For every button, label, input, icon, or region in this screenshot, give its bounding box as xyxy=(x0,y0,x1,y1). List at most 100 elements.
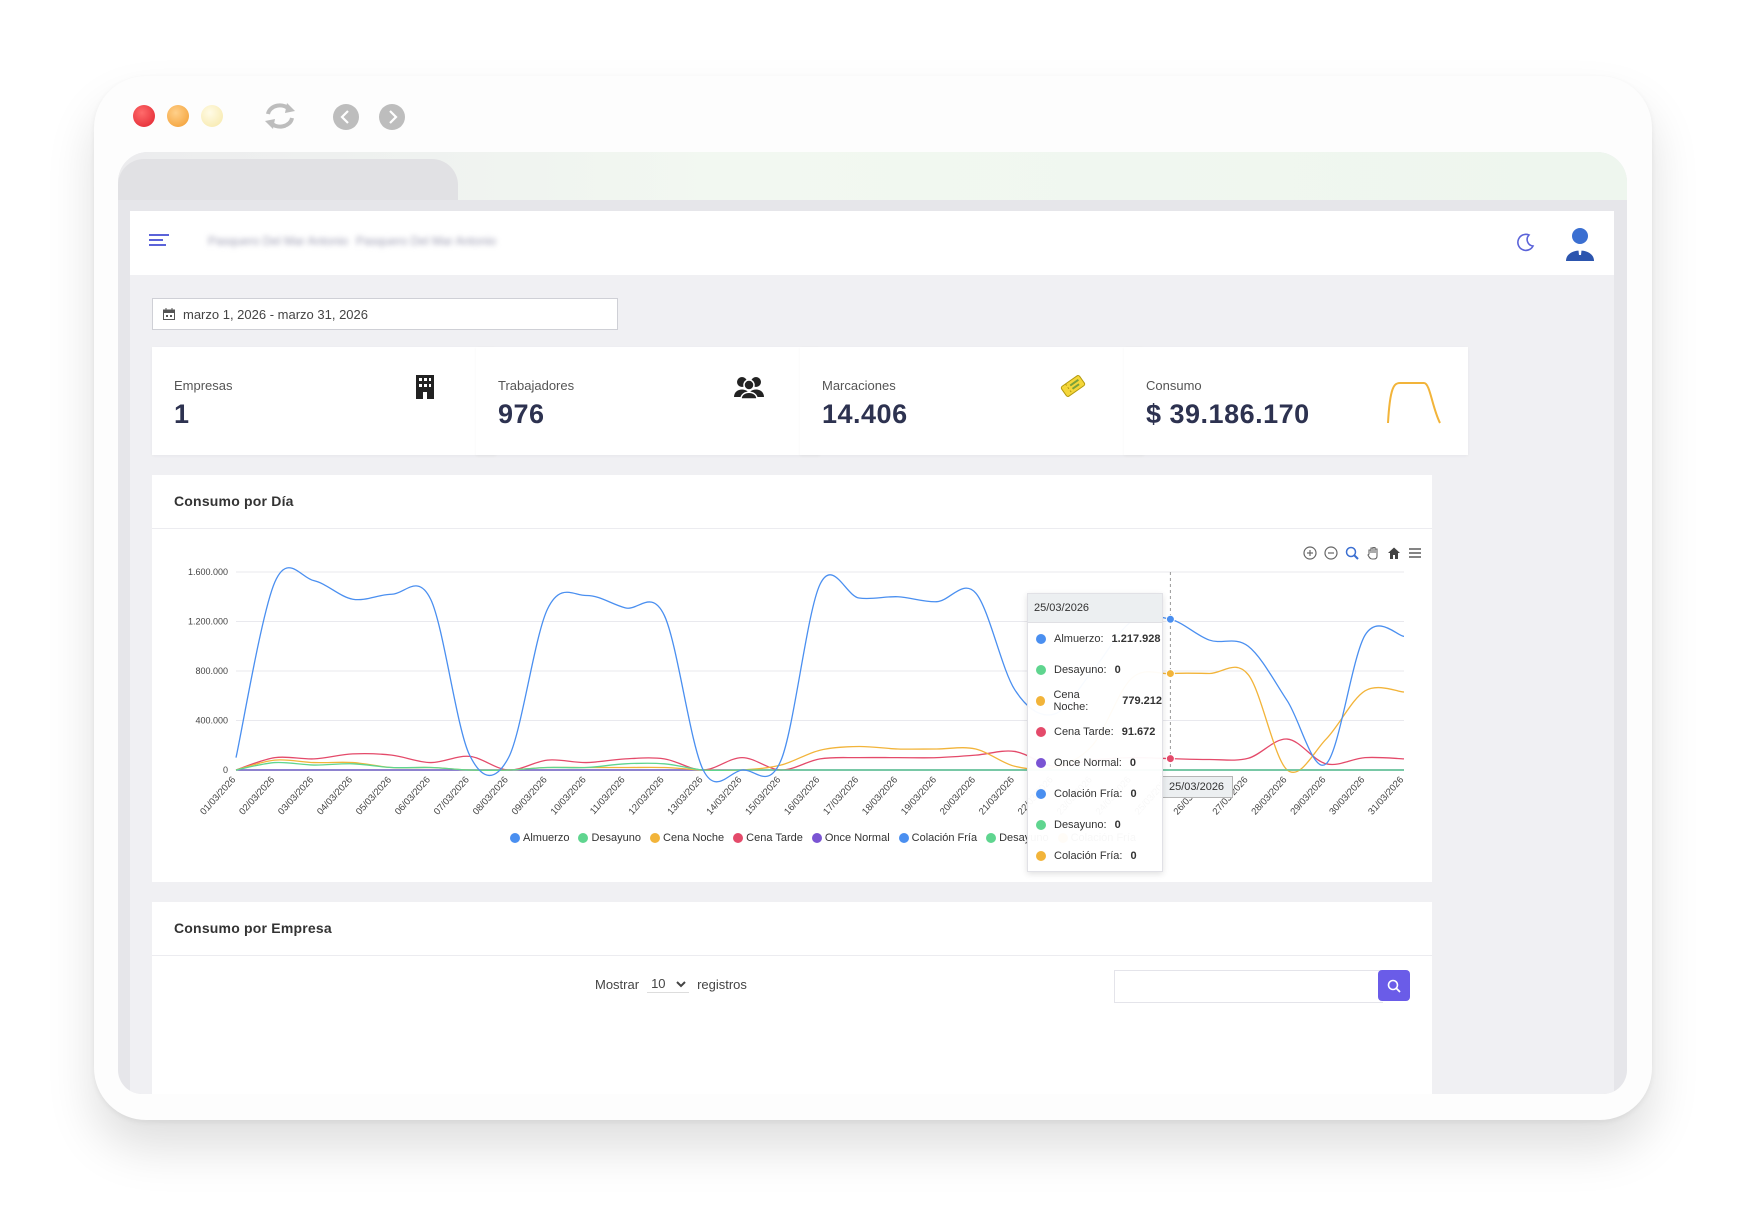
stat-label: Empresas xyxy=(174,378,233,393)
hamburger-menu-icon[interactable] xyxy=(149,234,169,250)
tooltip-series-value: 91.672 xyxy=(1121,725,1156,738)
x-tick-label: 01/03/2026 xyxy=(198,775,238,818)
series-line xyxy=(235,567,1405,783)
zoom-selection-icon[interactable] xyxy=(1343,544,1360,561)
x-tick-label: 30/03/2026 xyxy=(1327,775,1367,818)
hover-point xyxy=(1165,614,1175,624)
chart-panel-title: Consumo por Día xyxy=(174,493,294,509)
legend-label: Desayuno xyxy=(591,832,642,844)
y-tick-label: 0 xyxy=(223,765,228,775)
tooltip-series-marker xyxy=(1036,664,1046,675)
legend-item[interactable]: Colación Fría xyxy=(898,832,978,844)
legend-item[interactable]: Cena Tarde xyxy=(733,832,803,844)
date-range-value: marzo 1, 2026 - marzo 31, 2026 xyxy=(183,306,368,322)
x-tick-label: 20/03/2026 xyxy=(938,775,978,818)
records-label: registros xyxy=(697,976,747,992)
breadcrumb-branch[interactable]: Pasquero Del Mar Antonio xyxy=(356,234,497,248)
legend-item[interactable]: Almuerzo xyxy=(510,832,569,844)
x-tick-label: 07/03/2026 xyxy=(432,775,472,818)
table-panel-title: Consumo por Empresa xyxy=(174,920,332,936)
stat-value: 976 xyxy=(498,399,545,429)
legend-marker xyxy=(986,833,997,843)
table-search-input[interactable] xyxy=(1114,970,1383,1003)
legend-marker xyxy=(898,833,909,843)
minimize-window-dot[interactable] xyxy=(167,105,189,127)
page-size-control: Mostrar 10 registros xyxy=(595,975,747,993)
x-tick-label: 05/03/2026 xyxy=(354,775,394,818)
tooltip-series-value: 0 xyxy=(1130,787,1137,800)
date-range-picker[interactable]: marzo 1, 2026 - marzo 31, 2026 xyxy=(152,298,618,330)
tooltip-row: Colación Fría: 0 xyxy=(1028,778,1162,809)
tooltip-series-marker xyxy=(1036,695,1046,706)
chart-menu-icon[interactable] xyxy=(1406,544,1423,561)
consumption-sparkline xyxy=(1387,382,1441,424)
series-line xyxy=(235,666,1405,773)
tooltip-series-label: Colación Fría: xyxy=(1054,787,1123,800)
legend-item[interactable]: Once Normal xyxy=(811,832,890,844)
x-tick-label: 03/03/2026 xyxy=(276,775,316,818)
refresh-icon[interactable] xyxy=(262,99,298,133)
ticket-icon xyxy=(1060,375,1086,397)
tooltip-row: Desayuno: 0 xyxy=(1028,654,1162,685)
legend-marker xyxy=(650,833,661,843)
x-tick-label: 13/03/2026 xyxy=(665,775,705,818)
x-tick-label: 08/03/2026 xyxy=(471,775,511,818)
x-tick-label: 29/03/2026 xyxy=(1288,775,1328,818)
tooltip-series-value: 0 xyxy=(1129,756,1136,769)
stat-value: 1 xyxy=(174,399,190,429)
building-icon xyxy=(416,375,434,399)
y-tick-label: 400.000 xyxy=(195,716,228,726)
zoom-in-icon[interactable] xyxy=(1301,544,1318,561)
table-panel-consumo-empresa: Consumo por Empresa Mostrar 10 registros xyxy=(152,902,1432,1094)
tooltip-row: Almuerzo: 1.217.928 xyxy=(1028,623,1162,654)
tooltip-series-marker xyxy=(1036,633,1046,644)
table-search-button[interactable] xyxy=(1378,970,1410,1001)
legend-label: Once Normal xyxy=(824,832,890,844)
browser-tab[interactable] xyxy=(118,159,458,200)
tooltip-series-label: Once Normal: xyxy=(1054,756,1122,769)
x-tick-label: 06/03/2026 xyxy=(393,775,433,818)
x-tick-label: 31/03/2026 xyxy=(1366,775,1406,818)
tooltip-series-value: 0 xyxy=(1114,818,1121,831)
panel-divider xyxy=(152,528,1432,529)
tooltip-series-label: Desayuno: xyxy=(1054,663,1107,676)
reset-zoom-home-icon[interactable] xyxy=(1385,544,1402,561)
legend-marker xyxy=(578,833,589,843)
tooltip-row: Cena Tarde: 91.672 xyxy=(1028,716,1162,747)
stat-value: 14.406 xyxy=(822,399,908,429)
panel-divider xyxy=(152,955,1432,956)
back-button[interactable] xyxy=(333,104,359,130)
tooltip-series-label: Desayuno: xyxy=(1054,818,1107,831)
tooltip-series-label: Almuerzo: xyxy=(1054,632,1104,645)
y-tick-label: 800.000 xyxy=(195,666,228,676)
legend-marker xyxy=(733,833,744,843)
calendar-icon xyxy=(163,308,175,320)
legend-item[interactable]: Cena Noche xyxy=(650,832,724,844)
y-tick-label: 1.200.000 xyxy=(188,617,228,627)
tooltip-series-value: 0 xyxy=(1114,663,1121,676)
show-label: Mostrar xyxy=(595,976,640,992)
user-avatar[interactable] xyxy=(1564,225,1596,261)
app-header: Pasquero Del Mar Antonio Pasquero Del Ma… xyxy=(130,211,1614,275)
x-tick-label: 09/03/2026 xyxy=(510,775,550,818)
legend-item[interactable]: Desayuno xyxy=(578,832,641,844)
zoom-out-icon[interactable] xyxy=(1322,544,1339,561)
legend-marker xyxy=(811,833,822,843)
chart-panel-consumo-dia: Consumo por Día 1.600.000 1.200.000 800.00… xyxy=(152,475,1432,882)
maximize-window-dot[interactable] xyxy=(201,105,223,127)
legend-label: Cena Noche xyxy=(663,832,725,844)
tooltip-series-label: Colación Fría: xyxy=(1054,849,1123,862)
x-tick-label: 14/03/2026 xyxy=(704,775,744,818)
hover-point xyxy=(1165,754,1175,764)
close-window-dot[interactable] xyxy=(133,105,155,127)
x-tick-label: 28/03/2026 xyxy=(1249,775,1289,818)
dark-mode-moon-icon[interactable] xyxy=(1515,231,1537,253)
daily-consumption-chart[interactable]: 1.600.0001.200.000800.000400.000001/03/2… xyxy=(152,475,1432,882)
breadcrumb-company[interactable]: Pasquero Del Mar Antonio xyxy=(208,234,349,248)
x-tick-label: 16/03/2026 xyxy=(782,775,822,818)
legend-label: Colación Fría xyxy=(911,832,978,844)
pan-hand-icon[interactable] xyxy=(1364,544,1381,561)
page-size-select[interactable]: 10 xyxy=(647,975,690,993)
forward-button[interactable] xyxy=(379,104,405,130)
tooltip-series-marker xyxy=(1036,819,1046,830)
